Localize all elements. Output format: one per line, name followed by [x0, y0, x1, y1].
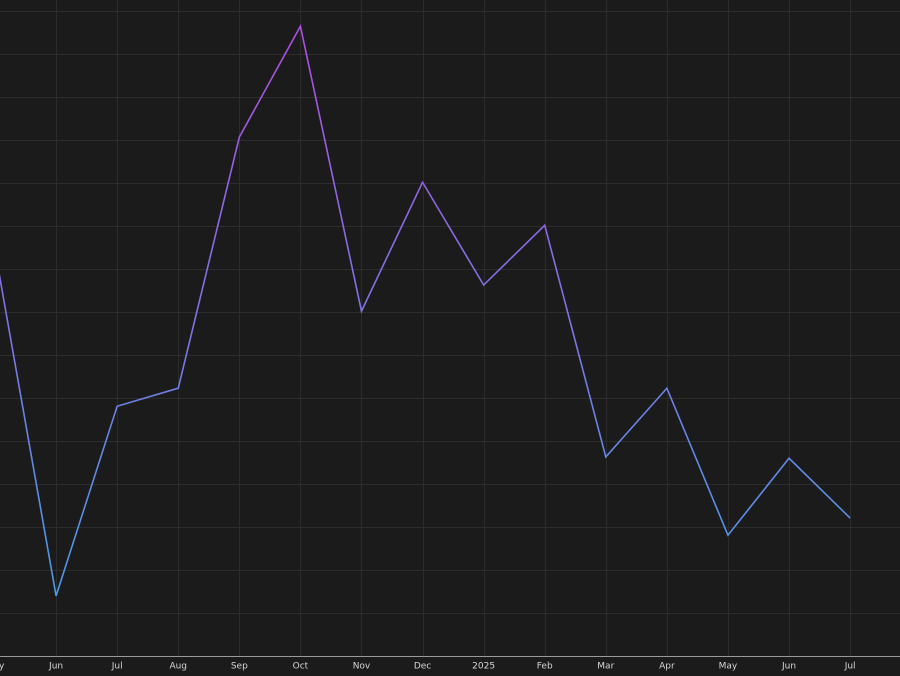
x-tick-label: 2025	[472, 662, 495, 672]
x-tick-label: Jun	[781, 662, 796, 672]
x-tick-label: May	[719, 662, 738, 672]
x-tick-label: Jul	[844, 662, 856, 672]
x-tick-label: Sep	[231, 662, 248, 672]
x-tick-label: Oct	[293, 662, 309, 672]
line	[0, 23, 851, 597]
x-tick-label: Jul	[111, 662, 123, 672]
x-tick-label: Feb	[537, 662, 553, 672]
x-tick-label: May	[0, 662, 5, 672]
x-tick-label: Mar	[597, 662, 614, 672]
x-tick-label: Jun	[48, 662, 63, 672]
x-tick-label: Nov	[353, 662, 371, 672]
plot	[0, 23, 851, 597]
x-tick-label: Apr	[659, 662, 675, 672]
x-tick-label: Dec	[414, 662, 431, 672]
x-tick-label: Aug	[169, 662, 187, 672]
grid	[0, 0, 900, 656]
